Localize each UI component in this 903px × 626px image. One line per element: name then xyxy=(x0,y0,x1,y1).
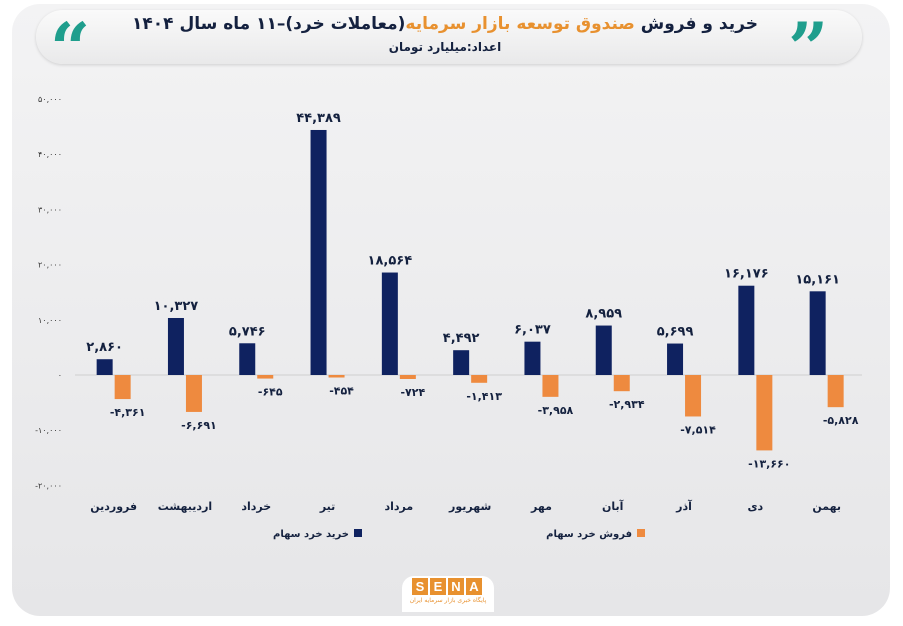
sell-bar xyxy=(185,375,202,412)
x-category-label: مهر xyxy=(530,500,552,513)
logo-letter: A xyxy=(466,578,482,595)
x-category-label: آبان xyxy=(602,499,624,513)
sell-bar xyxy=(399,375,416,379)
buy-value-label: ۴,۴۹۲ xyxy=(443,331,480,346)
x-category-label: فروردین xyxy=(90,500,137,513)
sell-bar xyxy=(471,375,488,383)
sell-value-label: -۴,۳۶۱ xyxy=(110,406,146,419)
legend-buy-label: خرید خرد سهام xyxy=(273,529,349,540)
logo-letter: E xyxy=(430,578,446,595)
legend-sell-label: فروش خرد سهام xyxy=(546,529,632,540)
title-highlight: صندوق توسعه بازار سرمایه xyxy=(405,14,635,34)
sell-bar xyxy=(613,375,630,392)
buy-value-label: ۲,۸۶۰ xyxy=(86,340,123,355)
x-category-label: مرداد xyxy=(384,500,413,513)
x-category-label: آذر xyxy=(675,499,692,513)
open-quote-icon: “ xyxy=(50,7,91,90)
chart-title: خرید و فروش صندوق توسعه بازار سرمایه(معا… xyxy=(110,14,780,34)
legend-sell-swatch xyxy=(637,529,645,537)
buy-value-label: ۸,۹۵۹ xyxy=(585,307,622,322)
logo-letter: N xyxy=(448,578,464,595)
x-category-label: شهریور xyxy=(448,500,491,513)
sell-bar xyxy=(328,375,345,378)
buy-value-label: ۵,۷۴۶ xyxy=(229,324,266,339)
sell-bar xyxy=(257,375,274,379)
x-category-label: اردیبهشت xyxy=(158,500,212,513)
sell-value-label: -۷,۵۱۴ xyxy=(680,423,716,436)
x-category-label: خرداد xyxy=(241,500,271,513)
sell-value-label: -۴۵۴ xyxy=(329,385,354,398)
sell-bar xyxy=(756,375,773,451)
sell-value-label: -۱,۴۱۳ xyxy=(466,390,502,403)
logo-letter: S xyxy=(412,578,428,595)
buy-bar xyxy=(667,343,684,375)
sell-value-label: -۱۳,۶۶۰ xyxy=(748,457,790,470)
buy-value-label: ۱۸,۵۶۴ xyxy=(368,254,413,269)
title-part2: (معاملات خرد)–۱۱ ماه سال ۱۴۰۴ xyxy=(132,14,406,34)
x-category-label: دی xyxy=(747,500,763,513)
y-tick-label: ۰ xyxy=(58,371,62,380)
sell-bar xyxy=(542,375,559,397)
buy-value-label: ۶,۰۳۷ xyxy=(514,323,551,338)
buy-bar xyxy=(524,341,541,375)
sell-bar xyxy=(685,375,702,417)
buy-bar xyxy=(595,325,612,375)
x-category-label: بهمن xyxy=(812,500,841,513)
y-tick-label: ۲۰,۰۰۰ xyxy=(38,261,62,270)
logo-subtitle: پایگاه خبری بازار سرمایه ایران xyxy=(409,597,487,604)
sell-value-label: -۵,۸۲۸ xyxy=(823,414,859,427)
buy-bar xyxy=(381,272,398,375)
sell-value-label: -۶۴۵ xyxy=(258,386,283,399)
buy-bar xyxy=(453,350,470,375)
buy-bar xyxy=(310,129,327,375)
y-tick-label: ۴۰,۰۰۰ xyxy=(38,150,62,159)
sell-bar xyxy=(114,375,131,400)
legend-buy-swatch xyxy=(354,529,362,537)
buy-bar xyxy=(167,317,184,375)
sell-bar xyxy=(827,375,844,408)
x-category-label: تیر xyxy=(319,500,335,513)
y-tick-label: ۵۰,۰۰۰ xyxy=(38,95,62,104)
buy-value-label: ۱۵,۱۶۱ xyxy=(795,272,840,287)
buy-bar xyxy=(239,343,256,375)
buy-bar xyxy=(809,291,826,375)
sell-value-label: -۲,۹۳۴ xyxy=(609,398,645,411)
buy-value-label: ۴۴,۳۸۹ xyxy=(296,111,341,126)
chart-subtitle: اعداد:میلیارد تومان xyxy=(388,40,502,54)
buy-bar xyxy=(738,285,755,375)
y-tick-label: ۳۰,۰۰۰ xyxy=(38,205,62,214)
close-quote-icon: ” xyxy=(788,7,829,90)
y-tick-label: -۱۰,۰۰۰ xyxy=(35,426,62,435)
sell-value-label: -۶,۶۹۱ xyxy=(181,419,217,432)
y-tick-label: -۲۰,۰۰۰ xyxy=(35,481,62,490)
buy-value-label: ۵,۶۹۹ xyxy=(657,325,694,340)
sell-value-label: -۷۲۴ xyxy=(400,386,425,399)
title-part1: خرید و فروش xyxy=(640,14,758,34)
buy-value-label: ۱۶,۱۷۶ xyxy=(724,267,769,282)
buy-bar xyxy=(96,359,113,375)
title-banner: “ ” xyxy=(36,10,862,84)
sell-value-label: -۳,۹۵۸ xyxy=(538,404,574,417)
buy-value-label: ۱۰,۳۲۷ xyxy=(154,299,199,314)
y-tick-label: ۱۰,۰۰۰ xyxy=(38,316,62,325)
